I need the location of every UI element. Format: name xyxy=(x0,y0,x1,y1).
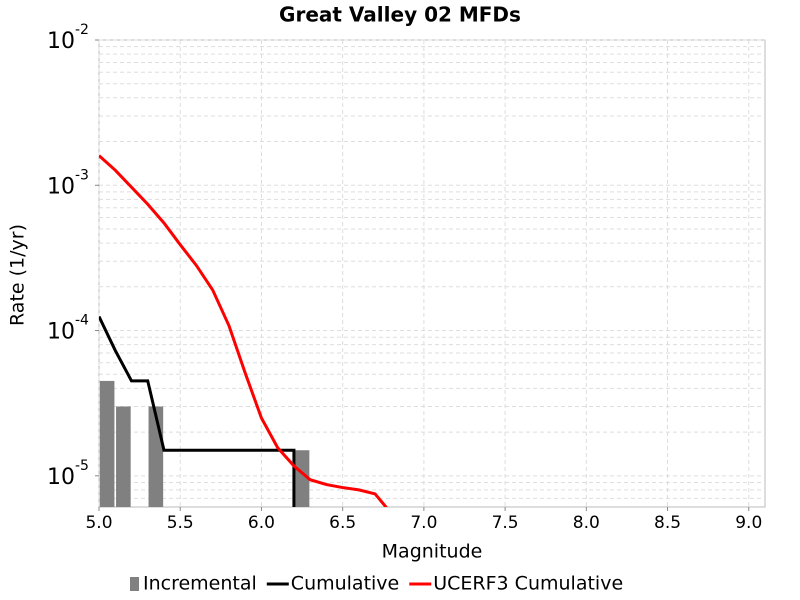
y-tick-exponent: -5 xyxy=(75,458,89,474)
x-tick-label: 6.0 xyxy=(248,513,275,533)
x-tick-label: 7.0 xyxy=(410,513,437,533)
y-tick-label: 10 xyxy=(47,320,75,345)
x-tick-label: 6.5 xyxy=(329,513,356,533)
bar xyxy=(294,450,310,507)
tick-base: 10 xyxy=(47,465,75,490)
y-tick-label: 10 xyxy=(47,174,75,199)
y-tick-label: 10 xyxy=(47,29,75,54)
legend-label: Cumulative xyxy=(291,573,399,595)
y-axis-label: Rate (1/yr) xyxy=(7,224,29,326)
chart-title: Great Valley 02 MFDs xyxy=(279,3,521,27)
x-axis-label: Magnitude xyxy=(382,541,483,563)
y-tick-label: 10 xyxy=(47,465,75,490)
bar xyxy=(99,380,115,507)
tick-base: 10 xyxy=(47,320,75,345)
y-tick-exponent: -2 xyxy=(75,22,89,38)
legend-swatch xyxy=(130,577,139,591)
line xyxy=(99,154,388,507)
line xyxy=(99,315,296,507)
plot-area xyxy=(98,39,766,508)
legend-label: UCERF3 Cumulative xyxy=(433,573,623,595)
legend-label: Incremental xyxy=(143,573,257,595)
x-tick-label: 5.5 xyxy=(167,513,194,533)
bar xyxy=(116,406,131,507)
x-tick-label: 8.0 xyxy=(573,513,600,533)
x-tick-label: 5.0 xyxy=(85,513,112,533)
x-tick-label: 9.0 xyxy=(735,513,762,533)
y-tick-exponent: -4 xyxy=(75,313,89,329)
x-tick-label: 8.5 xyxy=(654,513,681,533)
y-tick-exponent: -3 xyxy=(75,167,89,183)
tick-base: 10 xyxy=(47,174,75,199)
x-tick-label: 7.5 xyxy=(492,513,519,533)
tick-base: 10 xyxy=(47,29,75,54)
